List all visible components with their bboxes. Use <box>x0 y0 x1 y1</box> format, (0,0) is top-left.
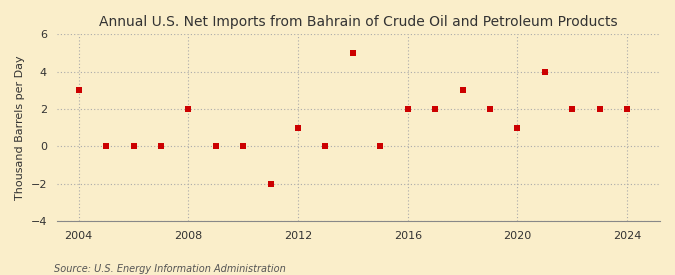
Point <box>402 107 413 111</box>
Point <box>265 182 276 186</box>
Point <box>293 125 304 130</box>
Point <box>211 144 221 148</box>
Point <box>622 107 632 111</box>
Point <box>457 88 468 93</box>
Point <box>101 144 111 148</box>
Title: Annual U.S. Net Imports from Bahrain of Crude Oil and Petroleum Products: Annual U.S. Net Imports from Bahrain of … <box>99 15 618 29</box>
Y-axis label: Thousand Barrels per Day: Thousand Barrels per Day <box>15 55 25 200</box>
Point <box>348 51 358 55</box>
Point <box>375 144 385 148</box>
Point <box>539 70 550 74</box>
Point <box>238 144 248 148</box>
Point <box>594 107 605 111</box>
Point <box>320 144 331 148</box>
Point <box>155 144 166 148</box>
Point <box>183 107 194 111</box>
Point <box>485 107 495 111</box>
Point <box>567 107 578 111</box>
Point <box>512 125 523 130</box>
Point <box>430 107 441 111</box>
Text: Source: U.S. Energy Information Administration: Source: U.S. Energy Information Administ… <box>54 264 286 274</box>
Point <box>74 88 84 93</box>
Point <box>128 144 139 148</box>
